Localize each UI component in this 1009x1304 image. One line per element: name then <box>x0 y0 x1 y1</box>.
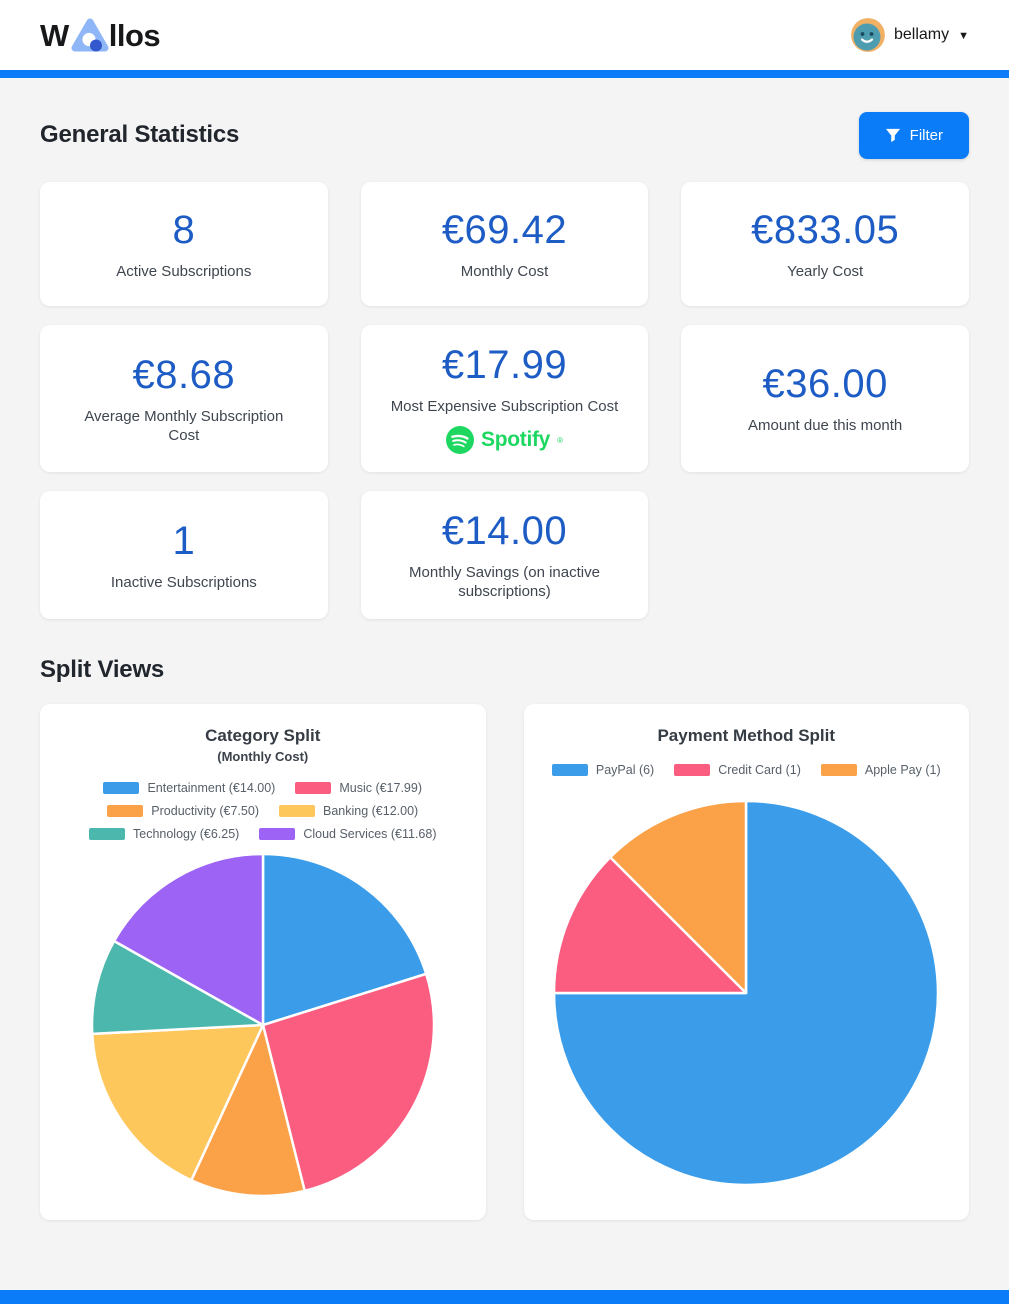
legend-item[interactable]: Credit Card (1) <box>674 763 801 777</box>
stat-label: Monthly Savings (on inactive subscriptio… <box>409 564 600 600</box>
stat-value: 8 <box>172 207 196 252</box>
charts-grid: Category Split (Monthly Cost) Entertainmen… <box>40 704 969 1220</box>
pie-chart[interactable] <box>90 852 436 1198</box>
stats-grid: 8 Active Subscriptions €69.42 Monthly Cost €… <box>40 182 969 619</box>
spotify-brand: Spotify ® <box>446 426 563 454</box>
legend-swatch <box>89 828 125 840</box>
stat-card: €36.00 Amount due this month <box>681 325 969 472</box>
spotify-wordmark: Spotify <box>481 428 551 451</box>
legend-label: Technology (€6.25) <box>133 827 240 841</box>
pie-chart-area <box>552 777 940 1204</box>
stat-value: €36.00 <box>762 362 888 406</box>
app-header: W llos bellamy ▼ <box>0 0 1009 70</box>
legend-label: Cloud Services (€11.68) <box>303 827 437 841</box>
footer-accent-bar <box>0 1290 1009 1304</box>
pie-slice-productivity[interactable] <box>189 1023 306 1197</box>
stat-label: Active Subscriptions <box>116 262 252 280</box>
pie-slice-entertainment[interactable] <box>261 852 428 1026</box>
main-content: General Statistics Filter 8 Active Subscr… <box>0 111 1009 1220</box>
legend-item[interactable]: PayPal (6) <box>551 763 655 777</box>
stat-card: 1 Inactive Subscriptions <box>40 491 328 619</box>
legend-swatch <box>107 805 144 817</box>
chevron-down-icon: ▼ <box>958 30 969 42</box>
stat-value: €17.99 <box>441 343 568 387</box>
avatar <box>850 18 885 52</box>
legend-item[interactable]: Apple Pay (1) <box>820 763 941 777</box>
pie-slice-cloud-services[interactable] <box>112 852 264 1026</box>
stat-value: €8.68 <box>132 352 236 397</box>
logo-text-w: W <box>40 18 69 53</box>
legend-label: Credit Card (1) <box>718 763 801 777</box>
chart-card-category-split: Category Split (Monthly Cost) Entertainmen… <box>40 704 486 1220</box>
legend-item[interactable]: Entertainment (€14.00) <box>103 781 275 795</box>
pie-slice-credit-card[interactable] <box>553 855 748 994</box>
pie-chart[interactable] <box>552 799 940 1187</box>
stat-card: 8 Active Subscriptions <box>40 182 328 306</box>
stat-card: €833.05 Yearly Cost <box>681 182 969 306</box>
stat-label: Inactive Subscriptions <box>110 573 257 591</box>
app-logo[interactable]: W llos <box>40 17 161 53</box>
user-menu[interactable]: bellamy ▼ <box>850 18 969 52</box>
pie-slice-apple-pay[interactable] <box>609 799 748 994</box>
stat-label: Amount due this month <box>748 417 903 434</box>
legend-item[interactable]: Music (€17.99) <box>295 781 422 795</box>
stat-value: €833.05 <box>751 207 900 252</box>
filter-button[interactable]: Filter <box>858 111 969 159</box>
pie-slice-paypal[interactable] <box>553 799 940 1186</box>
legend-item[interactable]: Productivity (€7.50) <box>107 804 259 818</box>
legend-swatch <box>820 764 857 776</box>
stat-value: 1 <box>172 518 196 563</box>
logo-triangle-icon <box>71 18 109 52</box>
legend-label: Apple Pay (1) <box>864 763 941 777</box>
chart-card-payment-method-split: Payment Method Split PayPal (6) Credit Car… <box>523 704 969 1220</box>
filter-icon <box>885 128 900 142</box>
username: bellamy <box>893 26 950 43</box>
stat-label: Most Expensive Subscription Cost <box>390 398 619 415</box>
pie-slice-music[interactable] <box>261 972 435 1192</box>
legend-label: Music (€17.99) <box>339 781 423 795</box>
stat-card: €17.99 Most Expensive Subscription Cost Sp… <box>360 325 649 472</box>
general-statistics-header: General Statistics Filter <box>40 111 969 159</box>
filter-button-label: Filter <box>909 126 943 144</box>
chart-legend: PayPal (6) Credit Card (1) Apple Pay (1) <box>551 763 941 777</box>
chart-title: Payment Method Split <box>657 726 836 745</box>
stat-value: €14.00 <box>441 509 568 553</box>
legend-item[interactable]: Cloud Services (€11.68) <box>259 827 437 841</box>
stat-label: Average Monthly Subscription Cost <box>84 407 284 444</box>
legend-label: Entertainment (€14.00) <box>147 781 276 795</box>
stat-card: €14.00 Monthly Savings (on inactive subsc… <box>360 491 649 619</box>
split-views-title: Split Views <box>40 656 165 683</box>
stat-card: €69.42 Monthly Cost <box>360 182 649 306</box>
logo-text-llos: llos <box>108 18 161 53</box>
legend-label: Productivity (€7.50) <box>151 804 259 818</box>
pie-chart-area <box>90 841 436 1204</box>
header-accent-bar <box>0 70 1009 78</box>
legend-swatch <box>674 764 711 776</box>
spotify-icon <box>446 426 474 454</box>
legend-item[interactable]: Banking (€12.00) <box>278 804 419 818</box>
pie-slice-technology[interactable] <box>90 939 264 1035</box>
chart-title: Category Split <box>205 726 321 745</box>
stat-label: Monthly Cost <box>460 262 549 280</box>
stat-value: €69.42 <box>441 207 568 252</box>
legend-item[interactable]: Technology (€6.25) <box>89 827 239 841</box>
stat-card: €8.68 Average Monthly Subscription Cost <box>40 325 328 472</box>
legend-swatch <box>551 764 588 776</box>
legend-label: Banking (€12.00) <box>322 804 419 818</box>
page-title: General Statistics <box>40 121 240 148</box>
registered-mark: ® <box>557 435 563 445</box>
legend-label: PayPal (6) <box>595 763 655 777</box>
stat-label: Yearly Cost <box>787 262 864 280</box>
pie-slice-banking[interactable] <box>90 1023 264 1181</box>
legend-swatch <box>259 828 296 840</box>
chart-legend: Entertainment (€14.00) Music (€17.99) Prod… <box>56 781 469 841</box>
legend-swatch <box>103 782 140 794</box>
legend-swatch <box>295 782 332 794</box>
legend-swatch <box>278 805 315 817</box>
chart-subtitle: (Monthly Cost) <box>217 749 309 764</box>
